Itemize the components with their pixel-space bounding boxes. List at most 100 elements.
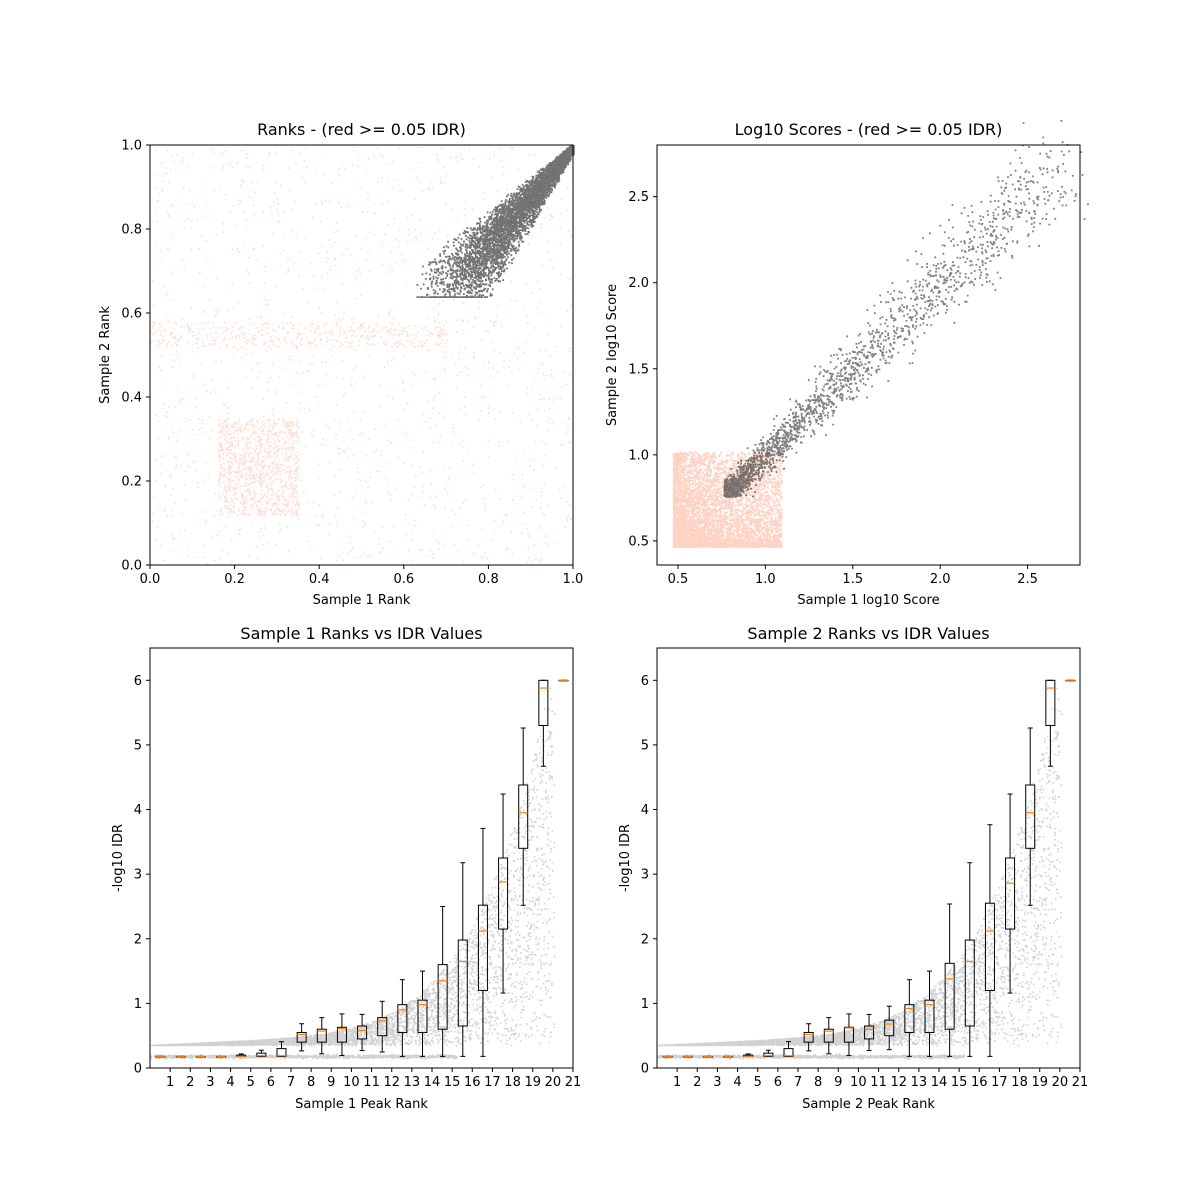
x-tick-label: 0.2	[224, 572, 245, 587]
y-tick-label: 4	[641, 803, 649, 818]
x-tick-label: 0.0	[140, 572, 161, 587]
x-tick-label: 2	[186, 1075, 194, 1090]
boxplot	[823, 1017, 834, 1055]
x-tick-label: 0.5	[668, 572, 689, 587]
boxplot	[763, 1049, 774, 1057]
boxplot	[336, 1013, 347, 1057]
x-tick-label: 12	[383, 1075, 400, 1090]
boxplot	[195, 1055, 206, 1058]
y-tick-label: 1.0	[121, 139, 142, 154]
x-tick-label: 3	[206, 1075, 214, 1090]
boxplot	[743, 1053, 754, 1057]
boxplot	[437, 905, 448, 1057]
boxplot	[783, 1041, 794, 1057]
sample2-idr-panel: 1 2 3 4 5 6 7 8 9 10 11 12 13 14 15 16 17 18 19 20 210123456…	[618, 624, 1088, 1112]
x-tick-label: 1	[673, 1075, 681, 1090]
y-tick-label: 5	[134, 738, 142, 753]
x-tick-label: 1	[166, 1075, 174, 1090]
x-tick-label: 4	[226, 1075, 234, 1090]
x-tick-label: 12	[890, 1075, 907, 1090]
y-axis-label: Sample 2 Rank	[98, 306, 113, 404]
boxplot	[1025, 727, 1036, 906]
sample1-idr-panel: 1 2 3 4 5 6 7 8 9 10 11 12 13 14 15 16 17 18 19 20 210123456…	[111, 624, 581, 1112]
boxplot	[662, 1055, 673, 1058]
boxplot	[1045, 679, 1056, 767]
boxplot	[843, 1013, 854, 1057]
x-tick-label: 0.6	[393, 572, 414, 587]
scores-red-points	[672, 451, 783, 548]
x-tick-label: 2.5	[1017, 572, 1038, 587]
sample2-idr-boxplots	[662, 679, 1076, 1058]
x-tick-label: 17	[484, 1075, 501, 1090]
x-tick-label: 17	[991, 1075, 1008, 1090]
x-tick-label: 14	[931, 1075, 948, 1090]
boxplot	[296, 1023, 307, 1052]
x-tick-label: 10	[343, 1075, 360, 1090]
boxplot	[377, 1000, 388, 1053]
y-tick-label: 2	[641, 932, 649, 947]
x-tick-label: 2.0	[930, 572, 951, 587]
y-tick-label: 5	[641, 738, 649, 753]
y-tick-label: 1.5	[628, 362, 649, 377]
x-tick-label: 13	[404, 1075, 421, 1090]
x-tick-label: 21	[565, 1075, 582, 1090]
x-tick-label: 19	[1031, 1075, 1048, 1090]
boxplot	[904, 979, 915, 1057]
x-tick-label: 18	[1011, 1075, 1028, 1090]
y-tick-label: 3	[641, 868, 649, 883]
x-axis-label: Sample 1 log10 Score	[797, 593, 939, 608]
chart-title: Log10 Scores - (red >= 0.05 IDR)	[735, 120, 1003, 139]
boxplot	[702, 1055, 713, 1058]
x-tick-label: 1.0	[755, 572, 776, 587]
y-tick-label: 3	[134, 868, 142, 883]
plot-frame	[656, 647, 1081, 1069]
boxplot	[357, 1013, 368, 1052]
boxplot	[924, 970, 935, 1057]
x-axis-label: Sample 1 Peak Rank	[295, 1097, 428, 1112]
boxplot	[984, 824, 995, 1057]
x-tick-label: 10	[850, 1075, 867, 1090]
boxplot	[884, 1005, 895, 1051]
y-axis-label: -log10 IDR	[111, 824, 126, 892]
x-tick-label: 11	[870, 1075, 887, 1090]
boxplot	[1065, 679, 1076, 682]
y-axis-label: Sample 2 log10 Score	[605, 284, 620, 426]
boxplot	[964, 862, 975, 1057]
x-tick-label: 19	[524, 1075, 541, 1090]
chart-title: Ranks - (red >= 0.05 IDR)	[257, 120, 466, 139]
ranks-black-points	[416, 145, 575, 298]
boxplot	[175, 1055, 186, 1058]
boxplot	[803, 1023, 814, 1052]
ranks-scatter-points	[150, 145, 575, 567]
y-tick-label: 2.0	[628, 276, 649, 291]
x-tick-label: 0.4	[309, 572, 330, 587]
plot-frame	[656, 144, 1081, 566]
x-tick-label: 9	[834, 1075, 842, 1090]
y-tick-label: 1	[641, 997, 649, 1012]
ranks-scatter-panel: 0.0 0.2 0.4 0.6 0.8 1.0 0.0 0.2 0.4 0.6 0.8 1.0 Ran…	[98, 120, 583, 608]
y-tick-label: 2	[134, 932, 142, 947]
x-tick-label: 21	[1072, 1075, 1089, 1090]
y-tick-label: 0.4	[121, 391, 142, 406]
boxplot	[276, 1041, 287, 1057]
x-tick-label: 9	[327, 1075, 335, 1090]
boxplot	[216, 1055, 227, 1058]
x-tick-label: 2	[693, 1075, 701, 1090]
boxplot	[256, 1049, 267, 1057]
scores-scatter-panel: 0.5 1.0 1.5 2.0 2.5 0.5 1.0 1.5 2.0 2.5 Log10 Sco…	[605, 120, 1089, 608]
x-tick-label: 6	[774, 1075, 782, 1090]
y-tick-label: 4	[134, 803, 142, 818]
x-tick-label: 16	[971, 1075, 988, 1090]
y-tick-label: 0.8	[121, 223, 142, 238]
x-tick-label: 8	[307, 1075, 315, 1090]
boxplot	[236, 1053, 247, 1057]
x-tick-label: 0.8	[478, 572, 499, 587]
x-tick-label: 7	[794, 1075, 802, 1090]
boxplot	[155, 1055, 166, 1058]
x-tick-label: 4	[733, 1075, 741, 1090]
x-tick-label: 20	[1052, 1075, 1069, 1090]
plot-frame	[149, 144, 574, 566]
boxplot	[518, 727, 529, 906]
boxplot	[723, 1055, 734, 1058]
y-tick-label: 0.2	[121, 475, 142, 490]
